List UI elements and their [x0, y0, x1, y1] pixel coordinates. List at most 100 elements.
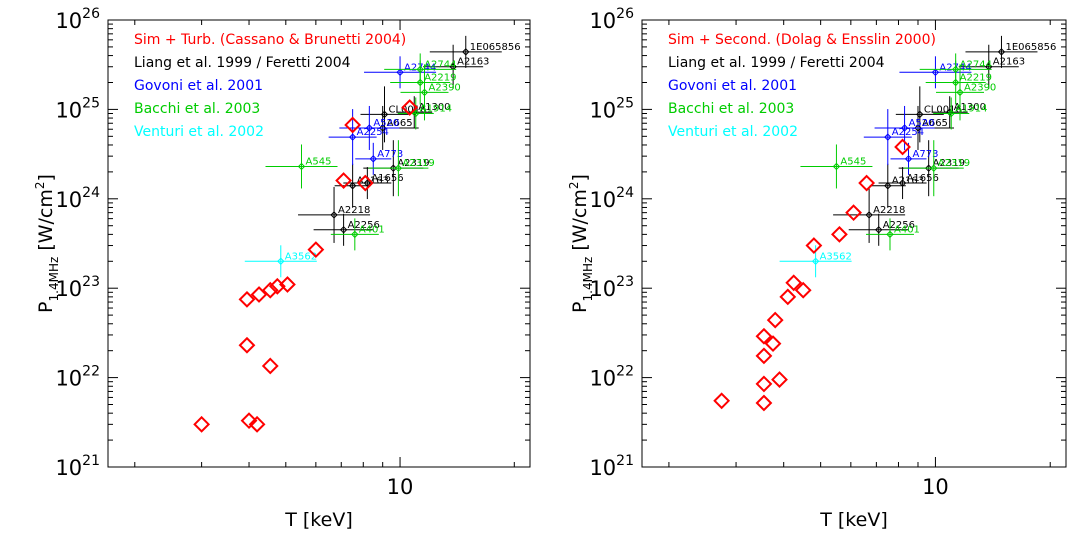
- data-point: [348, 133, 357, 141]
- sim-marker: [766, 311, 784, 329]
- data-point: [389, 164, 398, 172]
- point-label: A2254: [892, 127, 924, 138]
- sim-marker: [713, 392, 731, 410]
- point-label: A3562: [820, 251, 852, 262]
- point-label: A2219: [960, 72, 992, 83]
- point-label: A773: [913, 149, 939, 160]
- data-point: [956, 88, 964, 97]
- sim-marker: [240, 412, 258, 430]
- legend-entry: Bacchi et al. 2003: [668, 101, 794, 117]
- sim-marker: [755, 375, 773, 393]
- legend-entry: Govoni et al. 2001: [134, 78, 263, 94]
- sim-marker: [805, 237, 823, 254]
- legend-entry: Liang et al. 1999 / Feretti 2004: [668, 55, 885, 71]
- legend-entry: Govoni et al. 2001: [668, 78, 797, 94]
- data-point: [330, 211, 338, 219]
- point-label: A2163: [892, 176, 924, 187]
- data-point: [412, 109, 420, 118]
- sim-marker: [794, 281, 812, 299]
- point-label: A2163: [457, 57, 489, 68]
- sim-marker: [356, 174, 374, 192]
- data-point: [865, 211, 873, 219]
- sim-marker: [831, 225, 848, 243]
- data-point: [884, 182, 892, 190]
- point-label: A2319: [397, 158, 429, 169]
- point-label: A401: [359, 224, 385, 235]
- point-label: 1E065856: [1005, 42, 1056, 53]
- sim-marker: [248, 415, 266, 433]
- sim-marker: [344, 116, 362, 134]
- left-panel: 1021 1022 1023 1024 1025 1026 10 T [keV] P1.4MHz…: [33, 6, 531, 531]
- y-tick-label: 1022: [589, 364, 634, 391]
- point-label: A520: [373, 118, 399, 129]
- data-point: [904, 155, 913, 163]
- y-axis-label: P1.4MHz [W/cm2]: [33, 174, 61, 313]
- legend-entry: Venturi et al. 2002: [668, 124, 798, 140]
- data-point: [420, 88, 429, 97]
- sim-marker: [845, 204, 862, 222]
- point-label: A2319: [938, 158, 970, 169]
- data-point: [886, 230, 894, 239]
- legend-entry: Sim + Turb. (Cassano & Brunetti 2004): [134, 32, 406, 48]
- data-point: [378, 124, 387, 132]
- sim-marker: [779, 288, 797, 306]
- data-point: [396, 68, 404, 77]
- point-label: CL0016: [389, 104, 427, 115]
- sim-marker: [755, 394, 773, 412]
- data-point: [339, 226, 348, 234]
- data-point: [997, 48, 1006, 56]
- x-tick-label: 10: [922, 475, 949, 499]
- data-point: [875, 226, 883, 234]
- data-point: [365, 124, 374, 132]
- y-tick-label: 1023: [589, 274, 634, 301]
- point-label: CL0016: [924, 104, 962, 115]
- data-point: [462, 48, 470, 56]
- point-label: A665: [387, 118, 413, 129]
- legend-entry: Sim + Second. (Dolag & Ensslin 2000): [668, 32, 936, 48]
- y-tick-label: 1025: [55, 95, 100, 122]
- data-point: [931, 68, 940, 77]
- data-point: [914, 124, 922, 132]
- sim-marker: [238, 336, 256, 354]
- x-tick-label: 10: [387, 475, 414, 499]
- point-label: A665: [922, 118, 948, 129]
- plot-frame: [641, 19, 1067, 468]
- sim-marker: [335, 172, 353, 189]
- data-point: [924, 164, 933, 172]
- data-point: [832, 162, 841, 171]
- sim-marker: [785, 274, 803, 292]
- point-label: A401: [894, 224, 920, 235]
- data-point: [811, 257, 820, 265]
- point-label: A2163: [357, 176, 389, 187]
- plot-frame: [107, 19, 531, 468]
- point-label: A545: [306, 156, 332, 167]
- sim-marker: [755, 347, 773, 365]
- data-point: [416, 78, 424, 87]
- point-label: A2256: [883, 220, 915, 231]
- y-axis-label: P1.4MHz [W/cm2]: [567, 174, 595, 313]
- y-tick-label: 1024: [55, 185, 100, 212]
- data-point: [930, 164, 938, 172]
- point-label: A2218: [873, 205, 905, 216]
- sim-marker: [261, 281, 279, 299]
- legend-entry: Venturi et al. 2002: [134, 124, 264, 140]
- sim-marker: [894, 138, 911, 156]
- x-axis-label: T [keV]: [819, 509, 887, 531]
- sim-marker: [764, 335, 782, 353]
- data-point: [947, 109, 955, 118]
- y-tick-label: 1026: [589, 6, 634, 33]
- point-label: A2163: [993, 57, 1025, 68]
- legend-entry: Bacchi et al. 2003: [134, 101, 260, 117]
- data-point: [297, 162, 306, 171]
- x-axis-label: T [keV]: [284, 509, 352, 531]
- data-point: [884, 133, 892, 141]
- sim-marker: [755, 327, 773, 345]
- point-label: A2319: [402, 158, 434, 169]
- point-label: A2744: [424, 59, 456, 70]
- y-tick-label: 1021: [589, 453, 634, 480]
- y-tick-label: 1025: [589, 95, 634, 122]
- sim-marker: [771, 371, 788, 389]
- sim-marker: [261, 357, 279, 375]
- y-tick-label: 1023: [55, 274, 100, 301]
